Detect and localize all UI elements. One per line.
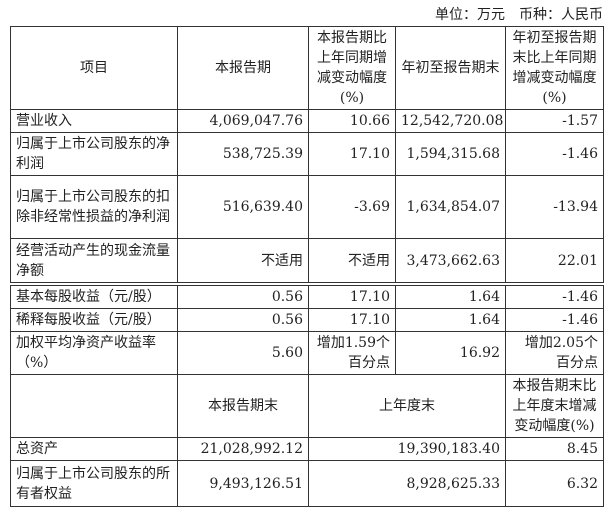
- cell: -1.46: [505, 132, 604, 176]
- cell: 0.56: [177, 285, 309, 309]
- cell: 8.45: [505, 437, 604, 461]
- header-cell: 年初至报告期末比上年同期增减变动幅度(%): [505, 26, 604, 110]
- row-label: 营业收入: [10, 109, 178, 133]
- table-row: 稀释每股收益（元/股） 0.56 17.10 1.64 -1.46: [10, 308, 604, 332]
- cell: 1,634,854.07: [395, 175, 506, 239]
- row-label: 总资产: [10, 437, 178, 461]
- cell: -1.46: [505, 308, 604, 332]
- cell: 9,493,126.51: [177, 460, 309, 507]
- unit-currency-note: 单位：万元 币种：人民币: [435, 7, 603, 23]
- table-row: 归属于上市公司股东的扣除非经常性损益的净利润 516,639.40 -3.69 …: [10, 175, 604, 239]
- table-header-row-2: 本报告期末 上年度末 本报告期末比上年度末增减变动幅度(%): [10, 374, 604, 438]
- cell: 17.10: [308, 285, 396, 309]
- header-cell: 本报告期末: [177, 374, 309, 438]
- table-row: 加权平均净资产收益率（%） 5.60 增加1.59个百分点 16.92 增加2.…: [10, 331, 604, 375]
- cell: -13.94: [505, 175, 604, 239]
- table-row: 营业收入 4,069,047.76 10.66 12,542,720.08 -1…: [10, 109, 604, 133]
- cell: 3,473,662.63: [395, 238, 506, 283]
- header-cell: 项目: [10, 26, 178, 110]
- cell: 5.60: [177, 331, 309, 375]
- cell: 16.92: [395, 331, 506, 375]
- cell: 19,390,183.40: [308, 437, 506, 461]
- table-row: 归属于上市公司股东的所有者权益 9,493,126.51 8,928,625.3…: [10, 460, 604, 507]
- cell: 不适用: [177, 238, 309, 283]
- table-header-row: 项目 本报告期 本报告期比上年同期增减变动幅度(%) 年初至报告期末 年初至报告…: [10, 26, 604, 110]
- cell: -1.57: [505, 109, 604, 133]
- cell: 21,028,992.12: [177, 437, 309, 461]
- cell: 增加1.59个百分点: [308, 331, 396, 375]
- header-cell: 上年度末: [308, 374, 506, 438]
- cell: 516,639.40: [177, 175, 309, 239]
- cell: 22.01: [505, 238, 604, 283]
- cell: 4,069,047.76: [177, 109, 309, 133]
- financial-data-table: 项目 本报告期 本报告期比上年同期增减变动幅度(%) 年初至报告期末 年初至报告…: [10, 26, 604, 507]
- cell: -1.46: [505, 285, 604, 309]
- cell: 1.64: [395, 308, 506, 332]
- cell: 17.10: [308, 308, 396, 332]
- row-label: 基本每股收益（元/股）: [10, 285, 178, 309]
- header-cell: 本报告期: [177, 26, 309, 110]
- cell: 0.56: [177, 308, 309, 332]
- cell: 8,928,625.33: [308, 460, 506, 507]
- cell: 538,725.39: [177, 132, 309, 176]
- table-row: 基本每股收益（元/股） 0.56 17.10 1.64 -1.46: [10, 285, 604, 309]
- header-cell: 年初至报告期末: [395, 26, 506, 110]
- cell: 1,594,315.68: [395, 132, 506, 176]
- header-cell: 本报告期末比上年度末增减变动幅度(%): [505, 374, 604, 438]
- table-row: 经营活动产生的现金流量净额 不适用 不适用 3,473,662.63 22.01: [10, 238, 604, 283]
- cell: -3.69: [308, 175, 396, 239]
- row-label: 归属于上市公司股东的所有者权益: [10, 460, 178, 507]
- table-row: 总资产 21,028,992.12 19,390,183.40 8.45: [10, 437, 604, 461]
- row-label: 归属于上市公司股东的扣除非经常性损益的净利润: [10, 175, 178, 239]
- table-row: 归属于上市公司股东的净利润 538,725.39 17.10 1,594,315…: [10, 132, 604, 176]
- header-cell: [10, 374, 178, 438]
- cell: 增加2.05个百分点: [505, 331, 604, 375]
- cell: 12,542,720.08: [395, 109, 506, 133]
- cell: 不适用: [308, 238, 396, 283]
- row-label: 加权平均净资产收益率（%）: [10, 331, 178, 375]
- header-cell: 本报告期比上年同期增减变动幅度(%): [308, 26, 396, 110]
- cell: 17.10: [308, 132, 396, 176]
- cell: 10.66: [308, 109, 396, 133]
- row-label: 经营活动产生的现金流量净额: [10, 238, 178, 283]
- cell: 6.32: [505, 460, 604, 507]
- row-label: 稀释每股收益（元/股）: [10, 308, 178, 332]
- cell: 1.64: [395, 285, 506, 309]
- row-label: 归属于上市公司股东的净利润: [10, 132, 178, 176]
